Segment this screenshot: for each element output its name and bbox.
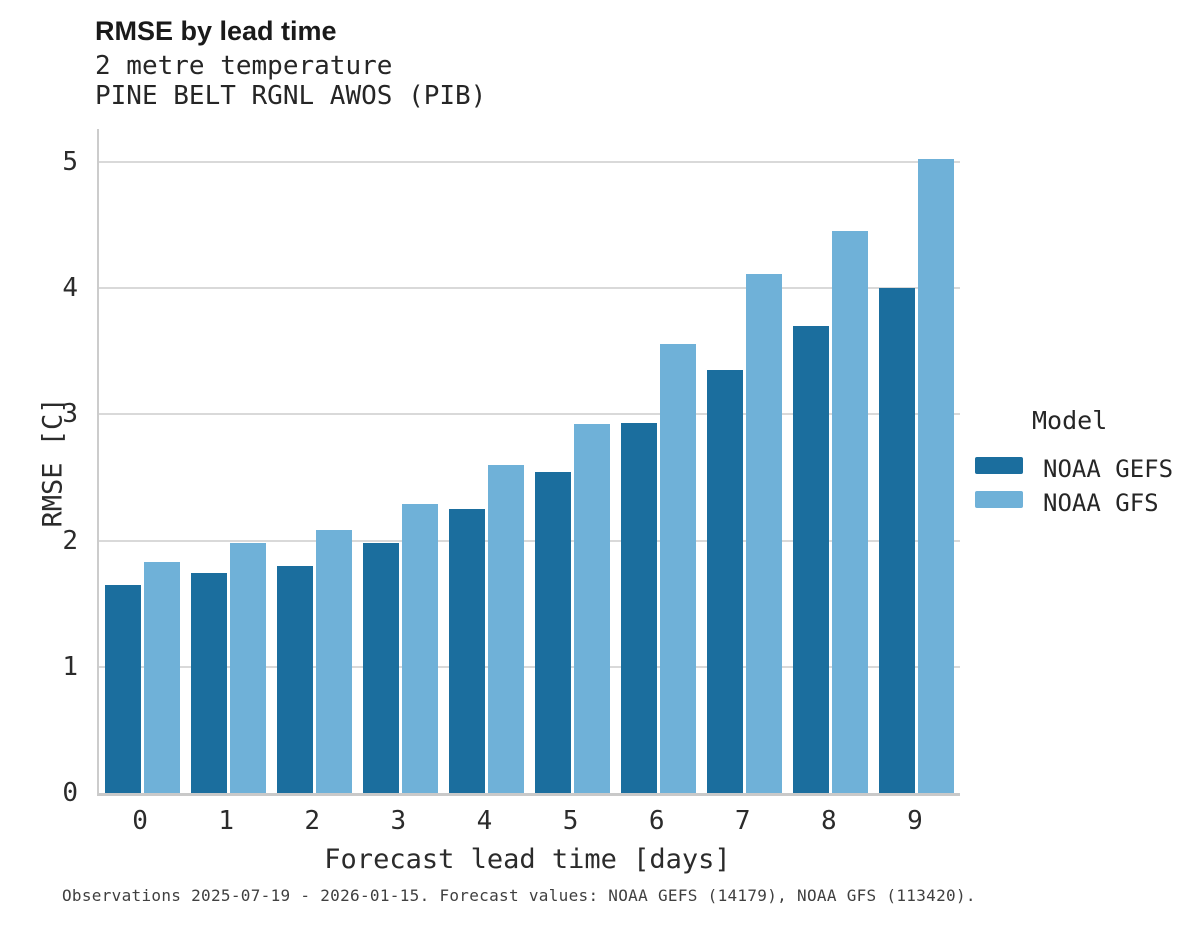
bar-noaa-gfs-day-9 xyxy=(918,159,955,793)
caption: Observations 2025-07-19 - 2026-01-15. Fo… xyxy=(62,886,976,905)
y-tick-label-5: 5 xyxy=(62,146,78,177)
bar-noaa-gefs-day-6 xyxy=(621,423,658,793)
bar-noaa-gfs-day-1 xyxy=(229,543,266,793)
gridline-y-1 xyxy=(99,665,960,668)
chart-subtitle-variable: 2 metre temperature xyxy=(95,51,393,81)
legend-entry-noaa-gfs: NOAA GFS xyxy=(975,489,1190,517)
bar-noaa-gefs-day-1 xyxy=(190,573,227,793)
bar-noaa-gefs-day-9 xyxy=(879,288,916,793)
gridline-y-5 xyxy=(99,160,960,163)
bar-noaa-gefs-day-7 xyxy=(707,370,744,793)
y-tick-label-1: 1 xyxy=(62,651,78,682)
x-tick-label-7: 7 xyxy=(734,806,751,836)
bar-noaa-gefs-day-3 xyxy=(362,543,399,793)
bar-noaa-gefs-day-4 xyxy=(448,508,485,793)
x-tick-label-5: 5 xyxy=(562,806,579,836)
gridline-y-3 xyxy=(99,413,960,416)
bar-noaa-gefs-day-2 xyxy=(276,565,313,793)
chart-subtitle-station: PINE BELT RGNL AWOS (PIB) xyxy=(95,81,487,111)
y-tick-label-3: 3 xyxy=(62,399,78,430)
y-tick-label-2: 2 xyxy=(62,525,78,556)
chart-title: RMSE by lead time xyxy=(95,16,337,46)
bar-noaa-gfs-day-0 xyxy=(143,562,180,793)
legend-entry-noaa-gefs: NOAA GEFS xyxy=(975,455,1190,483)
x-tick-label-9: 9 xyxy=(907,806,923,836)
x-tick-label-8: 8 xyxy=(821,806,837,836)
x-tick-label-1: 1 xyxy=(218,806,234,836)
plot-area xyxy=(97,129,960,796)
bar-noaa-gefs-day-8 xyxy=(793,325,830,793)
gridline-y-2 xyxy=(99,539,960,542)
gridline-y-4 xyxy=(99,287,960,290)
legend-label: NOAA GEFS xyxy=(1043,455,1174,483)
y-tick-label-0: 0 xyxy=(62,778,78,808)
legend-title: Model xyxy=(1032,406,1108,435)
bar-noaa-gfs-day-2 xyxy=(315,530,352,793)
bar-noaa-gfs-day-7 xyxy=(746,274,783,793)
bar-noaa-gfs-day-3 xyxy=(401,503,438,793)
bar-noaa-gefs-day-5 xyxy=(535,472,572,793)
x-tick-label-4: 4 xyxy=(476,806,493,836)
x-tick-label-0: 0 xyxy=(132,806,148,836)
legend-swatch-noaa-gefs xyxy=(975,457,1023,474)
x-tick-label-3: 3 xyxy=(390,806,407,836)
x-tick-label-6: 6 xyxy=(648,806,665,836)
x-tick-label-2: 2 xyxy=(304,806,321,836)
x-axis-label: Forecast lead time [days] xyxy=(324,844,731,875)
bar-noaa-gfs-day-5 xyxy=(574,424,611,793)
bar-noaa-gfs-day-8 xyxy=(832,231,869,793)
legend-swatch-noaa-gfs xyxy=(975,490,1023,508)
bar-noaa-gfs-day-4 xyxy=(487,464,524,793)
y-tick-label-4: 4 xyxy=(62,273,78,304)
bar-noaa-gfs-day-6 xyxy=(660,343,697,793)
legend-label: NOAA GFS xyxy=(1043,488,1159,517)
bar-noaa-gefs-day-0 xyxy=(104,584,141,793)
